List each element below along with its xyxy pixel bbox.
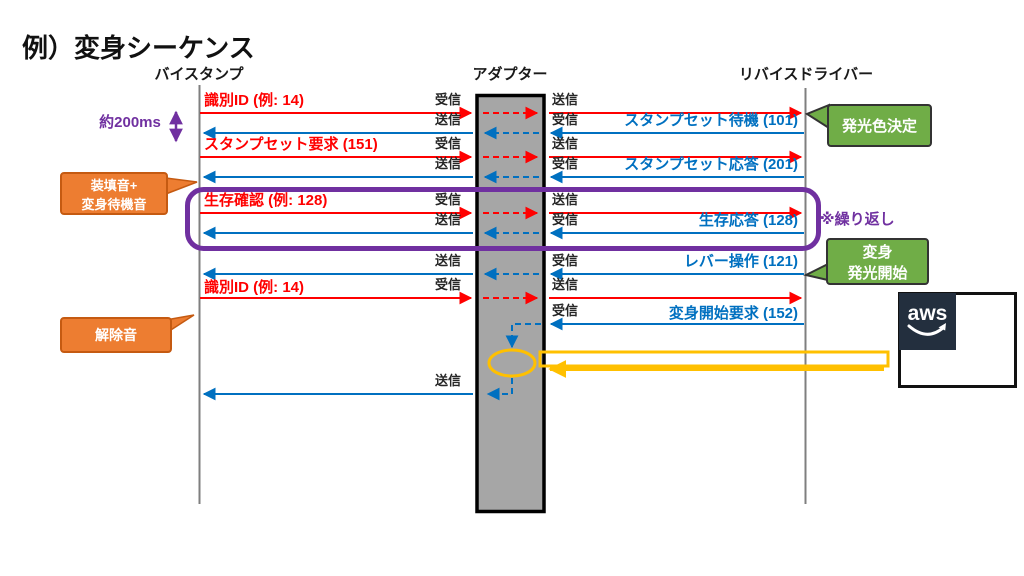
port-label: 送信: [434, 212, 461, 227]
port-label: 受信: [434, 136, 461, 151]
repeat-label: ※繰り返し: [820, 211, 895, 228]
callout-henshin-line2: 発光開始: [847, 264, 908, 282]
callout-loading-sound-line2: 変身待機音: [81, 196, 147, 212]
message-label: スタンプセット待機 (101): [624, 112, 798, 129]
callout-pointer-light-color: [804, 103, 830, 130]
port-label: 送信: [434, 373, 461, 388]
lifeline-label-driver: リバイスドライバー: [738, 66, 874, 83]
port-label: 送信: [552, 277, 579, 292]
port-label: 受信: [552, 112, 579, 127]
port-label: 受信: [552, 212, 579, 227]
message-arrow-r9: [202, 378, 513, 401]
callout-henshin: 変身 発光開始: [826, 238, 929, 285]
port-label: 受信: [552, 156, 579, 171]
port-label: 送信: [552, 136, 579, 151]
callout-release-sound: 解除音: [60, 317, 172, 353]
message-label: 識別ID (例: 14): [204, 279, 305, 296]
message-label: 変身開始要求 (152): [668, 305, 798, 322]
message-label: 識別ID (例: 14): [204, 92, 305, 109]
aws-logo-text: aws: [908, 302, 948, 325]
port-label: 送信: [552, 192, 579, 207]
port-label: 送信: [434, 112, 461, 127]
port-label: 受信: [434, 92, 461, 107]
port-label: 受信: [552, 253, 579, 268]
port-label: 送信: [434, 156, 461, 171]
callout-release-sound-text: 解除音: [95, 327, 137, 343]
lifeline-label-adapter: アダプター: [472, 66, 548, 83]
port-label: 受信: [434, 277, 461, 292]
message-label: 生存応答 (128): [698, 212, 798, 229]
repeat-group-box: [185, 187, 821, 251]
highlight-rect: [538, 350, 890, 368]
port-label: 送信: [552, 92, 579, 107]
message-label: スタンプセット要求 (151): [204, 136, 378, 153]
port-label: 受信: [552, 303, 579, 318]
message-label: レバー操作 (121): [683, 253, 798, 270]
message-arrow-r8: [505, 317, 804, 349]
callout-light-color-text: 発光色決定: [841, 118, 917, 135]
callout-henshin-line1: 変身: [862, 243, 893, 261]
timing-label: 約200ms: [99, 114, 161, 131]
processing-ellipse: [487, 348, 537, 378]
callout-loading-sound-line1: 装填音+: [90, 177, 138, 193]
message-label: 生存確認 (例: 128): [204, 192, 328, 209]
callout-loading-sound: 装填音+ 変身待機音: [60, 172, 168, 215]
aws-logo-icon: aws: [907, 302, 948, 336]
port-label: 送信: [434, 253, 461, 268]
aws-logo: aws: [899, 293, 956, 350]
page-title: 例）変身シーケンス: [22, 33, 255, 63]
message-label: スタンプセット応答 (201): [624, 156, 798, 173]
lifeline-label-vistamp: バイスタンプ: [154, 66, 244, 83]
callout-light-color: 発光色決定: [827, 104, 932, 147]
port-label: 受信: [434, 192, 461, 207]
